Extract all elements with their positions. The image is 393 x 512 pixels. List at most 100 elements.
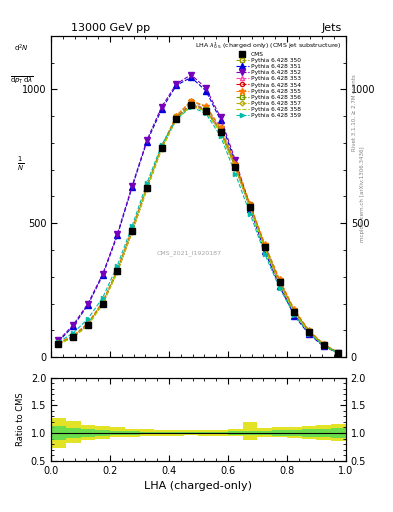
Pythia 6.428 355 xyxy=(336,350,341,356)
Pythia 6.428 351 xyxy=(248,205,252,211)
CMS xyxy=(174,116,179,122)
Pythia 6.428 359 xyxy=(86,316,90,322)
Pythia 6.428 353 xyxy=(204,105,208,112)
Pythia 6.428 355 xyxy=(115,266,120,272)
Pythia 6.428 350 xyxy=(86,321,90,327)
Pythia 6.428 359 xyxy=(204,111,208,117)
Pythia 6.428 355 xyxy=(204,103,208,109)
Pythia 6.428 350 xyxy=(159,144,164,150)
Pythia 6.428 357 xyxy=(248,205,252,211)
Pythia 6.428 352 xyxy=(71,322,75,328)
Pythia 6.428 352 xyxy=(307,330,311,336)
Pythia 6.428 358 xyxy=(277,280,282,286)
Pythia 6.428 356 xyxy=(130,228,134,234)
Pythia 6.428 355 xyxy=(277,276,282,283)
Pythia 6.428 353 xyxy=(56,340,61,347)
Pythia 6.428 351 xyxy=(321,343,326,349)
Pythia 6.428 355 xyxy=(86,320,90,326)
Pythia 6.428 359 xyxy=(263,251,267,257)
Pythia 6.428 350 xyxy=(71,333,75,339)
Pythia 6.428 353 xyxy=(115,268,120,274)
Y-axis label: Ratio to CMS: Ratio to CMS xyxy=(16,392,25,446)
Pythia 6.428 350 xyxy=(233,161,238,167)
Pythia 6.428 357 xyxy=(145,186,149,192)
Pythia 6.428 358 xyxy=(189,103,193,109)
Pythia 6.428 354 xyxy=(56,340,61,347)
Legend: CMS, Pythia 6.428 350, Pythia 6.428 351, Pythia 6.428 352, Pythia 6.428 353, Pyt: CMS, Pythia 6.428 350, Pythia 6.428 351,… xyxy=(194,39,343,119)
Pythia 6.428 354 xyxy=(321,342,326,348)
Pythia 6.428 358 xyxy=(130,229,134,236)
Pythia 6.428 351 xyxy=(145,139,149,145)
Pythia 6.428 350 xyxy=(277,277,282,283)
Text: CMS_2021_I1920187: CMS_2021_I1920187 xyxy=(157,250,222,256)
Pythia 6.428 354 xyxy=(174,115,179,121)
Pythia 6.428 359 xyxy=(248,211,252,217)
Pythia 6.428 357 xyxy=(204,108,208,114)
CMS xyxy=(233,164,238,170)
Pythia 6.428 355 xyxy=(292,306,297,312)
Pythia 6.428 352 xyxy=(292,311,297,317)
Pythia 6.428 353 xyxy=(218,127,223,133)
Line: Pythia 6.428 352: Pythia 6.428 352 xyxy=(56,72,341,356)
Pythia 6.428 350 xyxy=(174,113,179,119)
Pythia 6.428 356 xyxy=(86,322,90,328)
Pythia 6.428 352 xyxy=(321,343,326,349)
Line: Pythia 6.428 350: Pythia 6.428 350 xyxy=(56,99,341,355)
Pythia 6.428 358 xyxy=(263,245,267,251)
Pythia 6.428 354 xyxy=(218,129,223,135)
Pythia 6.428 353 xyxy=(292,308,297,314)
Pythia 6.428 353 xyxy=(86,322,90,328)
Pythia 6.428 357 xyxy=(233,164,238,170)
Line: Pythia 6.428 355: Pythia 6.428 355 xyxy=(55,97,342,356)
Pythia 6.428 353 xyxy=(100,300,105,306)
Pythia 6.428 355 xyxy=(130,226,134,232)
Text: Jets: Jets xyxy=(321,23,342,33)
Pythia 6.428 352 xyxy=(100,271,105,277)
Text: $\overline{\mathrm{d} p_\mathrm{T}\,\mathrm{d}\lambda}$: $\overline{\mathrm{d} p_\mathrm{T}\,\mat… xyxy=(10,74,33,86)
Pythia 6.428 357 xyxy=(86,322,90,328)
Pythia 6.428 350 xyxy=(145,184,149,190)
Pythia 6.428 357 xyxy=(336,350,341,356)
Pythia 6.428 353 xyxy=(130,228,134,234)
CMS xyxy=(204,108,208,114)
Pythia 6.428 357 xyxy=(292,309,297,315)
Pythia 6.428 351 xyxy=(115,232,120,239)
Pythia 6.428 350 xyxy=(321,342,326,348)
Pythia 6.428 354 xyxy=(307,329,311,335)
Pythia 6.428 358 xyxy=(292,310,297,316)
Pythia 6.428 357 xyxy=(115,269,120,275)
Pythia 6.428 356 xyxy=(218,128,223,134)
Pythia 6.428 359 xyxy=(115,263,120,269)
Pythia 6.428 350 xyxy=(307,328,311,334)
CMS xyxy=(218,129,223,135)
Pythia 6.428 351 xyxy=(86,302,90,308)
Pythia 6.428 355 xyxy=(233,161,238,167)
Pythia 6.428 352 xyxy=(263,246,267,252)
Pythia 6.428 356 xyxy=(248,204,252,210)
Pythia 6.428 359 xyxy=(174,116,179,122)
Pythia 6.428 359 xyxy=(100,294,105,301)
Pythia 6.428 350 xyxy=(292,307,297,313)
Pythia 6.428 358 xyxy=(307,329,311,335)
Pythia 6.428 353 xyxy=(159,145,164,151)
Pythia 6.428 357 xyxy=(263,245,267,251)
Text: mcplots.cern.ch [arXiv:1306.3436]: mcplots.cern.ch [arXiv:1306.3436] xyxy=(360,147,365,242)
Line: Pythia 6.428 353: Pythia 6.428 353 xyxy=(56,101,341,355)
Pythia 6.428 356 xyxy=(159,145,164,151)
Pythia 6.428 357 xyxy=(218,129,223,135)
Text: $\mathrm{d}^2N$: $\mathrm{d}^2N$ xyxy=(14,42,29,54)
Pythia 6.428 352 xyxy=(218,114,223,120)
Pythia 6.428 354 xyxy=(159,145,164,152)
Pythia 6.428 356 xyxy=(263,244,267,250)
Pythia 6.428 351 xyxy=(130,184,134,190)
Pythia 6.428 351 xyxy=(71,323,75,329)
Pythia 6.428 359 xyxy=(159,142,164,148)
Pythia 6.428 354 xyxy=(292,309,297,315)
CMS xyxy=(307,329,311,335)
Pythia 6.428 356 xyxy=(100,300,105,306)
Pythia 6.428 356 xyxy=(292,308,297,314)
Pythia 6.428 350 xyxy=(189,98,193,104)
Pythia 6.428 352 xyxy=(56,337,61,344)
Pythia 6.428 355 xyxy=(307,327,311,333)
Pythia 6.428 356 xyxy=(204,106,208,113)
